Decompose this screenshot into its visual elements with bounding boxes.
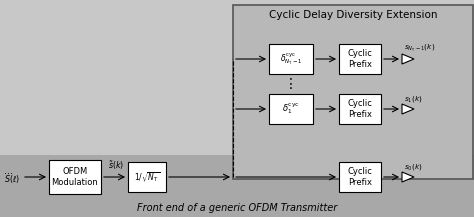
Text: $\delta^{\rm cyc}_{N_{\rm T}-1}$: $\delta^{\rm cyc}_{N_{\rm T}-1}$ — [280, 51, 302, 67]
Polygon shape — [402, 54, 414, 64]
Bar — [233, 5, 473, 179]
Bar — [269, 44, 313, 74]
Text: ⋮: ⋮ — [284, 77, 298, 91]
Polygon shape — [402, 172, 414, 182]
Text: Front end of a generic OFDM Transmitter: Front end of a generic OFDM Transmitter — [137, 203, 337, 213]
Text: $\delta^{\rm cyc}_{1}$: $\delta^{\rm cyc}_{1}$ — [283, 102, 300, 117]
Text: $S(\ell)$: $S(\ell)$ — [4, 173, 20, 185]
Text: Cyclic
Prefix: Cyclic Prefix — [347, 49, 373, 69]
Bar — [128, 162, 166, 192]
Text: $s_0(k)$: $s_0(k)$ — [404, 162, 423, 172]
Text: $1/\sqrt{N_{\rm T}}$: $1/\sqrt{N_{\rm T}}$ — [134, 170, 160, 184]
Bar — [49, 160, 101, 194]
Text: $s_1(k)$: $s_1(k)$ — [404, 94, 423, 104]
Bar — [339, 94, 381, 124]
Text: $s_{N_{\rm T}-1}(k)$: $s_{N_{\rm T}-1}(k)$ — [404, 43, 435, 54]
Text: Cyclic Delay Diversity Extension: Cyclic Delay Diversity Extension — [269, 10, 437, 20]
Text: Cyclic
Prefix: Cyclic Prefix — [347, 99, 373, 119]
Text: Cyclic
Prefix: Cyclic Prefix — [347, 167, 373, 187]
Bar — [269, 94, 313, 124]
Text: OFDM
Modulation: OFDM Modulation — [52, 167, 99, 187]
Bar — [339, 162, 381, 192]
Bar — [339, 44, 381, 74]
Text: ...: ... — [4, 166, 13, 176]
Polygon shape — [402, 104, 414, 114]
Text: $\tilde{s}(k)$: $\tilde{s}(k)$ — [108, 159, 124, 172]
Bar — [0, 155, 474, 217]
